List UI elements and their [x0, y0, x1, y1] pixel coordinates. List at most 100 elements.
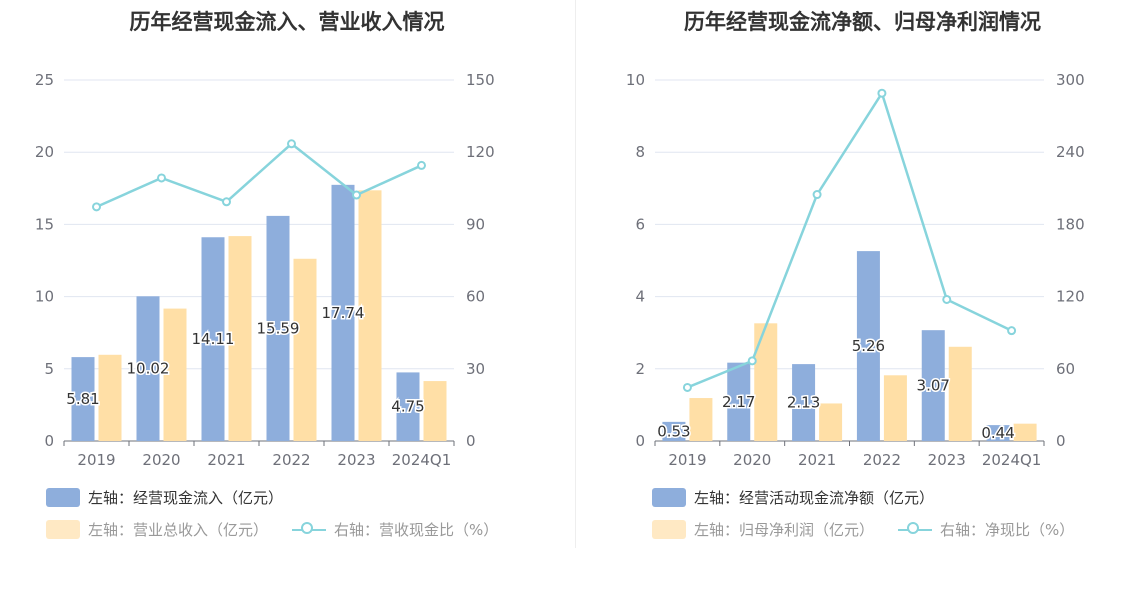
legend-item-line[interactable]: 右轴：营收现金比（%） — [292, 519, 498, 540]
legend-label: 左轴：营业总收入（亿元） — [88, 520, 269, 539]
bar-data-label: 3.07 — [917, 377, 950, 395]
x-tick-label: 2023 — [337, 451, 375, 469]
bar-primary — [792, 364, 816, 441]
bar-data-label: 14.11 — [192, 330, 235, 348]
line-point — [222, 197, 231, 207]
bar-secondary — [689, 398, 713, 441]
bar-primary — [396, 372, 420, 441]
y-right-tick-label: 0 — [466, 432, 476, 450]
line-point — [287, 139, 296, 149]
bar-data-label: 5.26 — [852, 337, 885, 355]
bar-secondary — [1013, 423, 1037, 441]
bar-secondary — [358, 190, 382, 441]
legend-label: 左轴：归母净利润（亿元） — [694, 520, 875, 539]
y-left-tick-label: 5 — [44, 360, 54, 378]
legend-line-circle-icon — [292, 520, 327, 539]
y-right-tick-label: 60 — [466, 288, 485, 306]
chart-plot-area: 0 0 2 60 4 120 6 180 8 240 10 300 2019 2020 2021 2022 20… — [626, 71, 1085, 469]
y-right-tick-label: 150 — [466, 71, 495, 89]
bar-secondary — [948, 346, 972, 441]
chart-panel-net-cash: 历年经营现金流净额、归母净利润情况 0 0 2 60 4 120 6 180 8 240 10 300… — [577, 0, 1148, 560]
legend-item-bar-secondary[interactable]: 左轴：归母净利润（亿元） — [652, 519, 874, 540]
line-series — [95, 142, 423, 208]
bar-secondary — [293, 258, 317, 441]
line-point — [877, 88, 887, 98]
y-left-tick-label: 10 — [35, 288, 54, 306]
bar-primary — [136, 296, 160, 441]
y-left-tick-label: 2 — [635, 360, 645, 378]
legend-swatch-yellow — [46, 519, 80, 539]
bar-secondary — [98, 354, 122, 441]
line-point — [417, 160, 426, 170]
y-right-tick-label: 120 — [466, 143, 495, 161]
y-right-tick-label: 30 — [466, 360, 485, 378]
legend-item-line[interactable]: 右轴：净现比（%） — [898, 519, 1074, 540]
bar-data-label: 2.13 — [787, 394, 820, 412]
x-tick-label: 2019 — [77, 451, 115, 469]
y-right-tick-label: 60 — [1056, 360, 1075, 378]
y-left-tick-label: 6 — [635, 215, 645, 233]
line-series — [686, 90, 1013, 389]
line-point — [747, 356, 757, 366]
bar-data-label: 2.17 — [722, 393, 755, 411]
legend-item-bar-primary[interactable]: 左轴：经营活动现金流净额（亿元） — [652, 487, 934, 507]
line-point — [157, 173, 166, 183]
bar-data-label: 5.81 — [66, 390, 99, 408]
y-left-tick-label: 0 — [635, 432, 645, 450]
bar-primary — [856, 251, 880, 441]
legend-label: 右轴：净现比（%） — [940, 520, 1075, 539]
y-left-tick-label: 4 — [635, 288, 645, 306]
bar-secondary — [819, 403, 843, 441]
line-point — [1007, 326, 1017, 336]
bar-data-label: 0.53 — [657, 422, 690, 440]
legend-line-circle-icon — [898, 520, 933, 539]
legend-item-bar-secondary[interactable]: 左轴：营业总收入（亿元） — [46, 519, 268, 540]
legend-swatch-blue — [652, 487, 686, 507]
x-tick-label: 2024Q1 — [392, 451, 452, 469]
y-right-tick-label: 120 — [1056, 288, 1085, 306]
line-point — [682, 382, 692, 392]
bar-secondary — [163, 308, 187, 441]
legend-label: 右轴：营收现金比（%） — [334, 520, 499, 539]
bar-primary — [266, 215, 290, 441]
bar-primary — [727, 362, 751, 441]
y-right-tick-label: 0 — [1056, 432, 1066, 450]
bar-primary — [662, 421, 686, 441]
bar-data-label: 17.74 — [322, 304, 365, 322]
x-tick-label: 2024Q1 — [982, 451, 1042, 469]
bar-data-label: 10.02 — [127, 360, 170, 378]
x-tick-label: 2020 — [733, 451, 771, 469]
x-tick-label: 2020 — [142, 451, 180, 469]
legend-item-bar-primary[interactable]: 左轴：经营现金流入（亿元） — [46, 487, 283, 507]
chart-title: 历年经营现金流入、营业收入情况 — [129, 10, 445, 34]
line-point — [92, 202, 101, 212]
bar-primary — [986, 425, 1010, 441]
legend-swatch-yellow — [652, 519, 686, 539]
y-left-tick-label: 10 — [626, 71, 645, 89]
x-tick-label: 2022 — [863, 451, 901, 469]
bar-primary — [71, 357, 95, 441]
legend-row-secondary: 左轴：营业总收入（亿元） 右轴：营收现金比（%） — [46, 519, 498, 539]
y-left-tick-label: 15 — [35, 215, 54, 233]
legend-swatch-blue — [46, 487, 80, 507]
bar-data-label: 0.44 — [981, 424, 1014, 442]
legend-label: 左轴：经营现金流入（亿元） — [88, 488, 284, 507]
bar-secondary — [228, 236, 252, 441]
bar-primary — [331, 184, 355, 441]
y-right-tick-label: 180 — [1056, 215, 1085, 233]
legend-row-secondary: 左轴：归母净利润（亿元） 右轴：净现比（%） — [652, 519, 1074, 539]
panel-divider — [575, 0, 576, 548]
line-point — [352, 190, 361, 200]
line-point — [812, 190, 822, 200]
x-tick-label: 2023 — [928, 451, 966, 469]
y-right-tick-label: 90 — [466, 215, 485, 233]
y-left-tick-label: 8 — [635, 143, 645, 161]
chart-panel-cash-inflow: 历年经营现金流入、营业收入情况 0 0 5 30 10 60 15 90 20 120 25 150 2… — [0, 0, 574, 560]
y-right-tick-label: 240 — [1056, 143, 1085, 161]
x-tick-label: 2021 — [798, 451, 836, 469]
x-tick-label: 2021 — [207, 451, 245, 469]
chart-plot-area: 0 0 5 30 10 60 15 90 20 120 25 150 2019 2020 2021 2022 2… — [35, 71, 495, 469]
y-left-tick-label: 25 — [35, 71, 54, 89]
bar-data-label: 4.75 — [391, 398, 424, 416]
bar-primary — [201, 237, 225, 441]
